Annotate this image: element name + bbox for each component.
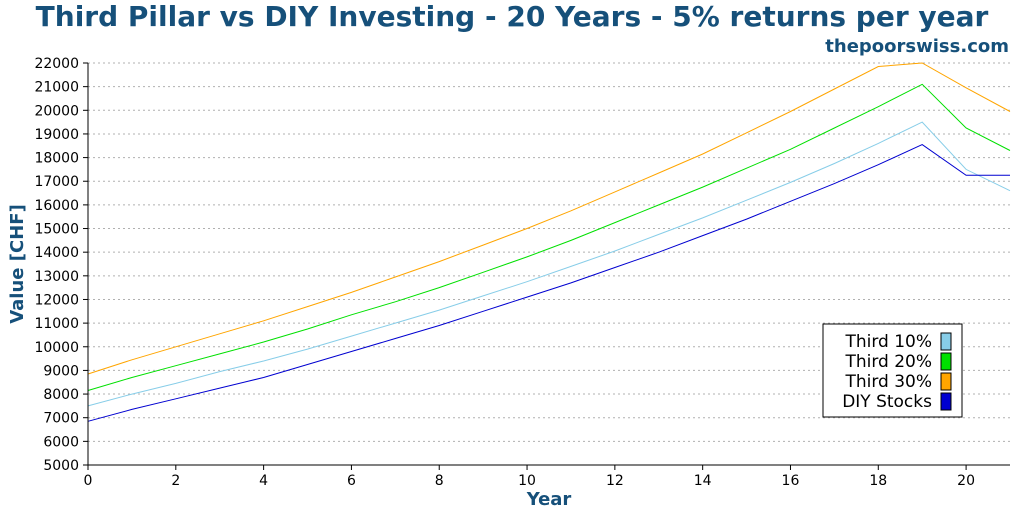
y-tick-label: 20000 xyxy=(34,103,79,119)
y-tick-label: 6000 xyxy=(43,434,79,450)
y-tick-label: 15000 xyxy=(34,222,79,238)
grid-lines xyxy=(88,62,1010,466)
y-tick-label: 12000 xyxy=(34,292,79,308)
x-tick-label: 0 xyxy=(84,473,93,489)
y-tick-label: 19000 xyxy=(34,127,79,143)
legend-box xyxy=(822,323,963,418)
legend-label: Third 10% xyxy=(844,332,932,352)
y-tick-label: 10000 xyxy=(34,340,79,356)
y-tick-labels: 5000 6000 7000 8000 9000 10000 11000 12000 13000… xyxy=(34,56,88,474)
y-tick-label: 5000 xyxy=(43,458,79,474)
y-tick-label: 11000 xyxy=(34,316,79,332)
y-tick-label: 18000 xyxy=(34,151,79,167)
series-line-1 xyxy=(87,83,1011,391)
x-tick-label: 16 xyxy=(782,473,800,489)
series-lines xyxy=(87,62,1011,422)
legend-label: Third 30% xyxy=(844,372,932,392)
y-axis-label: Value [CHF] xyxy=(7,204,28,324)
x-tick-label: 12 xyxy=(606,473,624,489)
x-tick-label: 8 xyxy=(435,473,444,489)
chart-title: Third Pillar vs DIY Investing - 20 Years… xyxy=(36,0,989,33)
chart-subtitle: thepoorswiss.com xyxy=(825,36,1009,57)
x-tick-label: 14 xyxy=(694,473,712,489)
axes xyxy=(87,63,1010,466)
legend-swatch xyxy=(940,372,952,391)
legend: Third 10%Third 20%Third 30%DIY Stocks xyxy=(822,323,963,418)
x-axis-label: Year xyxy=(526,489,572,510)
y-tick-label: 13000 xyxy=(34,269,79,285)
x-tick-label: 6 xyxy=(347,473,356,489)
x-tick-label: 20 xyxy=(957,473,975,489)
y-tick-label: 21000 xyxy=(34,80,79,96)
y-tick-label: 9000 xyxy=(43,363,79,379)
x-tick-label: 4 xyxy=(259,473,268,489)
x-tick-labels: 0 2 4 6 8 10 12 14 16 18 20 xyxy=(84,465,975,489)
x-tick-label: 18 xyxy=(869,473,887,489)
y-tick-label: 14000 xyxy=(34,245,79,261)
series-line-2 xyxy=(87,62,1011,375)
x-tick-label: 2 xyxy=(171,473,180,489)
y-tick-label: 7000 xyxy=(43,411,79,427)
series-line-3 xyxy=(87,144,1010,422)
y-tick-label: 16000 xyxy=(34,198,79,214)
legend-swatch xyxy=(940,392,952,411)
legend-swatch xyxy=(940,352,952,371)
y-tick-label: 22000 xyxy=(34,56,79,72)
x-tick-label: 10 xyxy=(518,473,536,489)
legend-label: DIY Stocks xyxy=(842,392,932,412)
legend-swatch xyxy=(940,332,952,351)
series-line-0 xyxy=(87,121,1011,407)
y-tick-label: 8000 xyxy=(43,387,79,403)
legend-label: Third 20% xyxy=(844,352,932,372)
y-tick-label: 17000 xyxy=(34,174,79,190)
